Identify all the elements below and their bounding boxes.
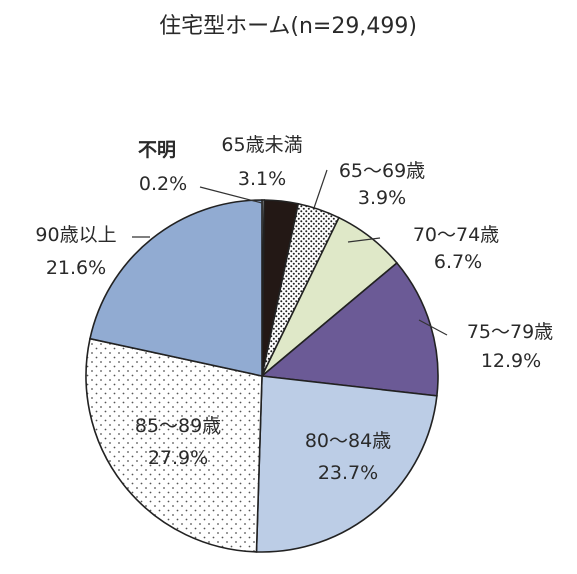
pie-slice-7 — [85, 337, 263, 553]
pie-slice-8 — [89, 199, 263, 377]
slice-category-label: 65～69歳 — [339, 160, 425, 182]
slice-category-label: 85～89歳 — [135, 415, 221, 437]
slice-value-label: 0.2% — [139, 173, 187, 195]
slice-value-label: 21.6% — [46, 257, 106, 279]
slice-category-label: 70～74歳 — [413, 224, 499, 246]
leader-line-5 — [418, 319, 448, 336]
slice-value-label: 27.9% — [148, 447, 208, 469]
slice-category-label: 不明 — [138, 139, 176, 161]
slice-value-label: 6.7% — [434, 251, 482, 273]
leader-line-3 — [313, 169, 328, 209]
slice-category-label: 75～79歳 — [467, 321, 553, 343]
leader-line-1 — [199, 186, 263, 204]
pie-slice-5 — [260, 261, 439, 397]
slice-value-label: 3.9% — [358, 187, 406, 209]
slice-category-label: 65歳未満 — [221, 134, 302, 156]
chart-title: 住宅型ホーム(n=29,499) — [159, 14, 417, 39]
leader-line-4 — [347, 237, 381, 243]
slice-category-label: 90歳以上 — [35, 224, 116, 246]
pie-slice-6 — [255, 375, 438, 553]
slice-value-label: 3.1% — [238, 168, 286, 190]
slice-value-label: 23.7% — [318, 462, 378, 484]
slice-value-label: 12.9% — [481, 350, 541, 372]
slice-category-label: 80～84歳 — [305, 430, 391, 452]
